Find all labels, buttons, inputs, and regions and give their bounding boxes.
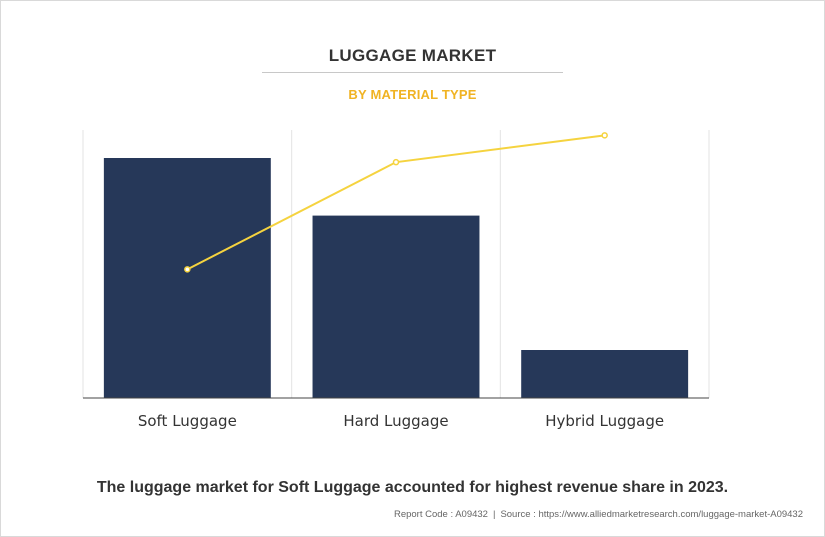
category-label: Soft Luggage (138, 412, 237, 430)
gridlines (82, 130, 710, 398)
line-point[interactable] (392, 158, 400, 166)
bar[interactable] (103, 158, 271, 398)
category-labels: Soft Luggage Hard Luggage Hybrid Luggage (138, 412, 664, 430)
line-point[interactable] (184, 266, 191, 273)
line-series (184, 132, 608, 273)
bar-series (103, 158, 689, 398)
footer-separator: | (492, 509, 496, 520)
chart-subtitle: BY MATERIAL TYPE (348, 87, 477, 102)
chart-caption: The luggage market for Soft Luggage acco… (96, 479, 729, 496)
title-divider (262, 72, 563, 73)
bar[interactable] (312, 215, 480, 398)
source-footer: Report Code : A09432 | Source : https://ww… (394, 509, 803, 520)
chart-title: LUGGAGE MARKET (328, 46, 497, 65)
category-label: Hybrid Luggage (545, 412, 664, 430)
report-code: Report Code : A09432 (393, 509, 488, 520)
line-point[interactable] (601, 132, 608, 139)
category-label: Hard Luggage (343, 412, 448, 430)
bar[interactable] (521, 350, 689, 398)
source-link[interactable]: Source : https://www.alliedmarketresearc… (500, 509, 803, 520)
